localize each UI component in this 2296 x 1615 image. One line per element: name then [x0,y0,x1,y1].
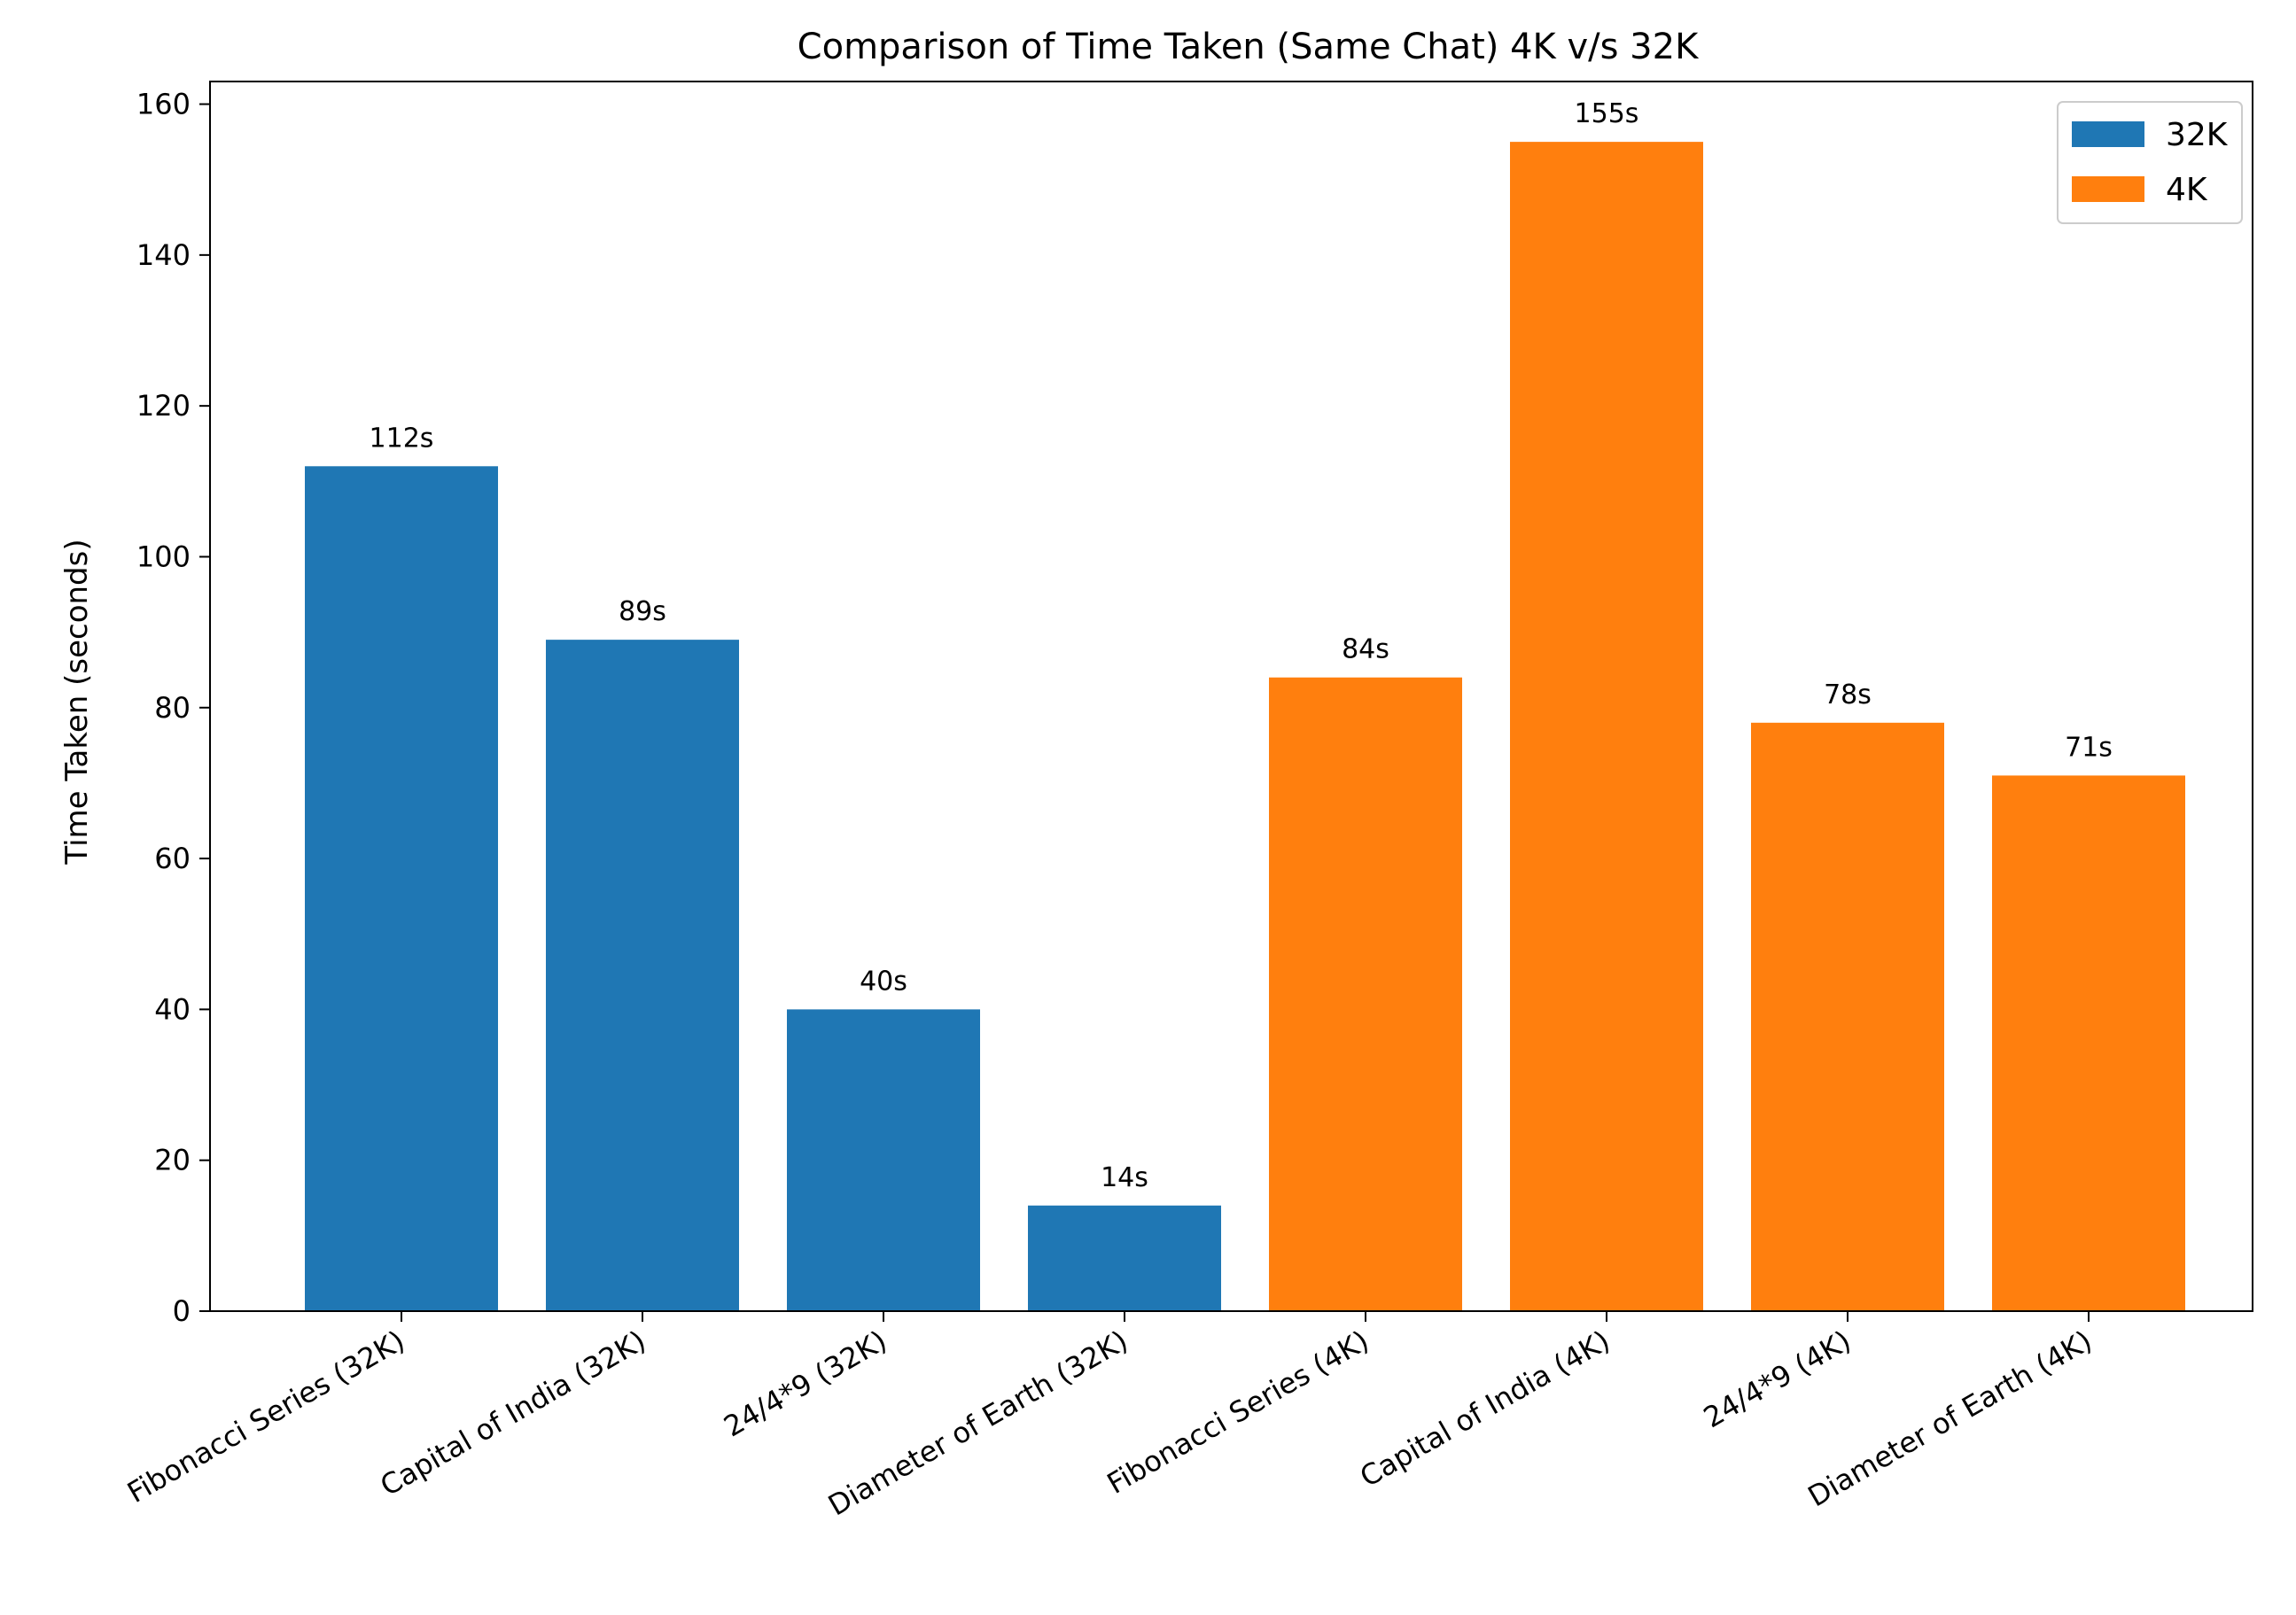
legend: 32K 4K [2057,101,2243,224]
bar-4 [1028,1205,1221,1311]
bar-3 [787,1009,980,1311]
bar-value-label: 112s [370,423,434,454]
y-tick-label: 0 [173,1294,191,1328]
bar-6 [1510,142,1703,1312]
bar-value-label: 71s [2065,732,2113,763]
x-tick-label: 24/4*9 (4K) [1698,1324,1856,1434]
legend-label: 32K [2166,117,2229,153]
plot-frame [209,81,2253,1312]
y-axis-ticks: 0 20 40 60 80 100 120 140 160 [136,88,210,1328]
bar-2 [546,640,739,1311]
x-tick-label: Fibonacci Series (4K) [1101,1324,1374,1501]
y-tick-label: 160 [136,88,191,121]
chart-title: Comparison of Time Taken (Same Chat) 4K … [798,27,1700,67]
bar-8 [1992,775,2185,1311]
y-tick-label: 140 [136,238,191,272]
bar-7 [1751,722,1944,1311]
legend-swatch [2072,176,2144,202]
y-tick-label: 120 [136,389,191,423]
bar-value-label: 89s [619,596,666,627]
bar-5 [1269,677,1462,1311]
bar-value-label: 14s [1101,1162,1148,1193]
legend-swatch [2072,121,2144,147]
bars-layer [305,142,2185,1312]
x-axis-ticks: Fibonacci Series (32K)Capital of India (… [121,1311,2098,1523]
x-tick-label: Capital of India (32K) [375,1324,651,1502]
y-tick-label: 100 [136,540,191,573]
y-tick-label: 40 [154,992,191,1026]
y-tick-label: 80 [154,691,191,725]
y-tick-label: 60 [154,842,191,875]
x-tick-label: 24/4*9 (32K) [718,1324,892,1443]
bar-value-label: 84s [1342,634,1389,665]
y-tick-label: 20 [154,1144,191,1177]
bar-value-label: 40s [860,966,907,997]
x-tick-label: Fibonacci Series (32K) [121,1324,410,1510]
bar-1 [305,466,498,1311]
x-tick-label: Capital of India (4K) [1354,1324,1615,1494]
legend-label: 4K [2166,172,2208,208]
bar-labels-layer: 112s 89s 40s 14s 84s 155s 78s 71s [370,98,2113,1193]
bar-value-label: 78s [1824,679,1872,710]
y-axis-label: Time Taken (seconds) [59,539,95,865]
bar-value-label: 155s [1575,98,1639,129]
